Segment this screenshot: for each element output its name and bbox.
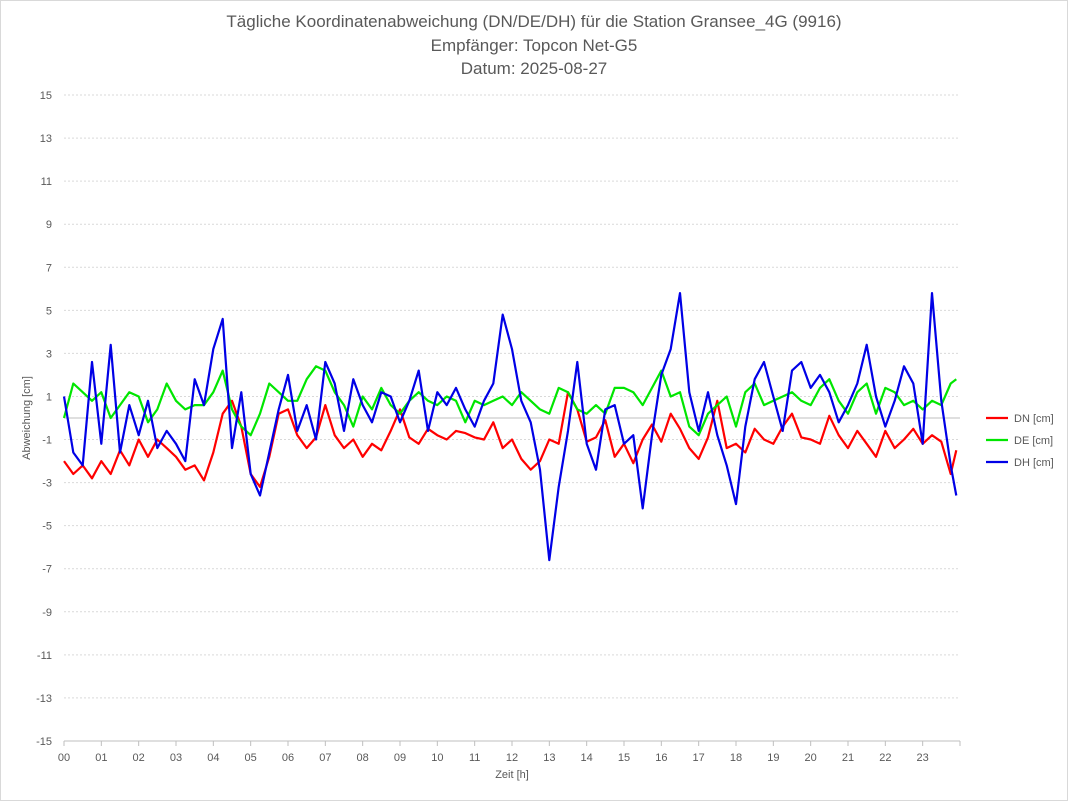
x-tick-label: 21 — [842, 752, 854, 764]
series-line-de — [62, 365, 957, 437]
x-tick-label: 09 — [394, 752, 406, 764]
y-tick-label: -5 — [42, 521, 52, 533]
legend-label-dh: DH [cm] — [1014, 457, 1054, 469]
y-tick-label: -11 — [37, 650, 52, 662]
y-axis-title: Abweichung [cm] — [21, 376, 33, 460]
x-tick-label: 22 — [879, 752, 891, 764]
x-tick-label: 16 — [655, 752, 667, 764]
y-tick-label: 9 — [46, 219, 52, 231]
y-tick-label: -1 — [42, 435, 52, 447]
x-tick-label: 20 — [805, 752, 817, 764]
y-tick-label: -15 — [36, 736, 52, 748]
x-tick-label: 10 — [431, 752, 443, 764]
chart-title: Tägliche Koordinatenabweichung (DN/DE/DH… — [226, 12, 842, 31]
chart-subtitle-date: Datum: 2025-08-27 — [460, 59, 608, 78]
y-tick-label: 15 — [40, 90, 52, 102]
y-tick-label: 5 — [46, 305, 52, 317]
x-axis-title: Zeit [h] — [495, 769, 529, 781]
x-tick-label: 15 — [618, 752, 630, 764]
y-tick-label: 1 — [46, 391, 52, 403]
x-tick-label: 01 — [95, 752, 107, 764]
x-tick-label: 00 — [58, 752, 70, 764]
x-tick-label: 02 — [133, 752, 145, 764]
x-tick-label: 05 — [245, 752, 257, 764]
series-line-dh — [62, 292, 958, 562]
x-tick-label: 12 — [506, 752, 518, 764]
y-tick-label: 11 — [41, 176, 52, 188]
y-tick-label: -3 — [42, 478, 52, 490]
legend-label-de: DE [cm] — [1014, 435, 1053, 447]
y-tick-label: -9 — [42, 607, 52, 619]
x-tick-label: 19 — [767, 752, 779, 764]
chart-subtitle-receiver: Empfänger: Topcon Net-G5 — [430, 36, 638, 55]
x-tick-label: 11 — [469, 752, 480, 764]
x-tick-label: 06 — [282, 752, 294, 764]
y-tick-label: 3 — [46, 348, 52, 360]
x-tick-label: 03 — [170, 752, 182, 764]
x-tick-label: 14 — [581, 752, 593, 764]
legend-label-dn: DN [cm] — [1014, 413, 1054, 425]
x-tick-label: 17 — [693, 752, 705, 764]
x-tick-label: 04 — [207, 752, 219, 764]
x-tick-label: 23 — [917, 752, 929, 764]
y-tick-label: -7 — [42, 564, 52, 576]
x-tick-label: 08 — [357, 752, 369, 764]
y-tick-label: 7 — [46, 262, 52, 274]
series-line-dn — [63, 391, 958, 488]
x-tick-label: 07 — [319, 752, 331, 764]
y-tick-label: 13 — [40, 133, 52, 145]
x-tick-label: 13 — [543, 752, 555, 764]
x-tick-label: 18 — [730, 752, 742, 764]
y-tick-label: -13 — [36, 693, 52, 705]
